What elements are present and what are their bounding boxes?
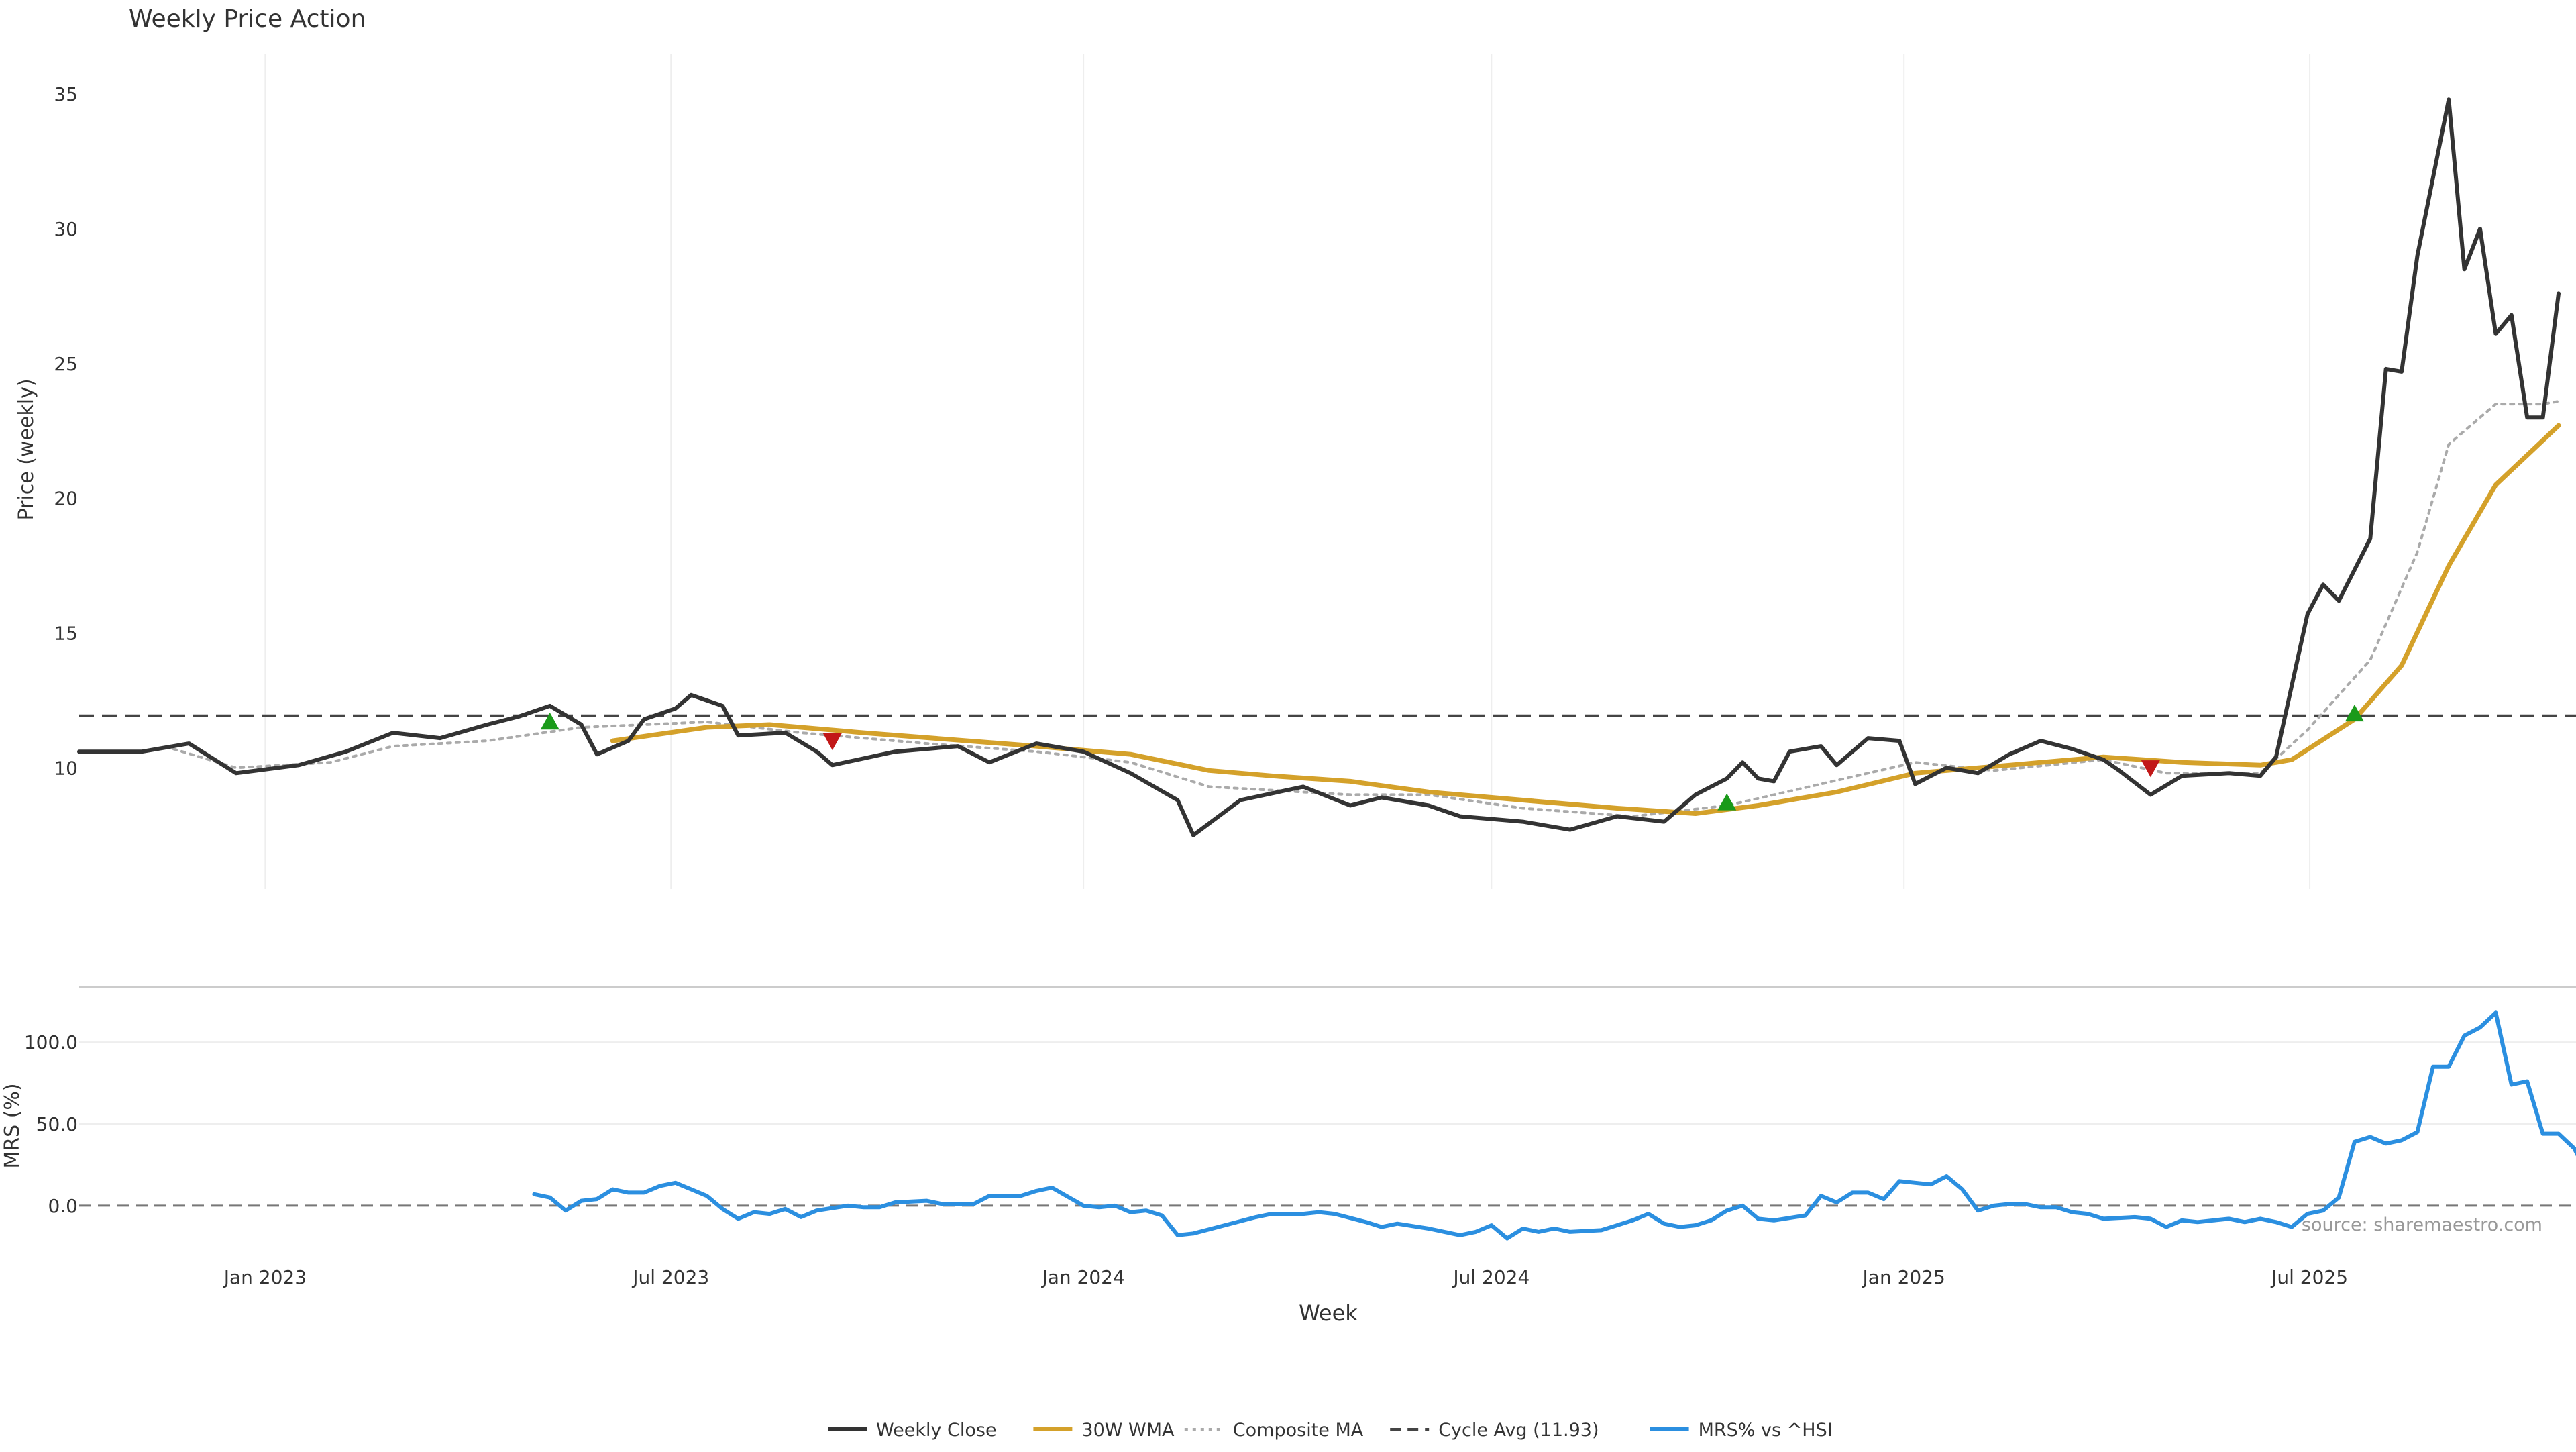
series-weekly-close — [77, 97, 2561, 837]
legend-item-4: MRS% vs ^HSI — [1650, 1420, 1833, 1441]
price-gridlines — [264, 54, 2311, 889]
legend: Weekly Close 30W WMA Composite MA Cycle Avg… — [828, 1420, 1833, 1441]
legend-item-0: Weekly Close — [828, 1420, 997, 1441]
legend-label-0: Weekly Close — [876, 1420, 997, 1441]
mrs-gridlines — [79, 1041, 2576, 1125]
mrs-y-axis-label: MRS (%) — [1, 1083, 24, 1168]
price-y-tick-0: 10 — [54, 757, 78, 779]
x-tick-1: Jul 2023 — [631, 1266, 709, 1288]
price-y-tick-2: 20 — [54, 488, 78, 510]
series-mrs-vs-hsi — [532, 1010, 2576, 1241]
price-panel: 10 15 20 25 30 35 Price (weekly) — [15, 54, 2576, 889]
buy-signal-marker-0 — [540, 713, 559, 730]
legend-label-3: Cycle Avg (11.93) — [1438, 1420, 1599, 1441]
mrs-series — [532, 1010, 2576, 1241]
legend-label-1: 30W WMA — [1081, 1420, 1175, 1441]
price-y-ticks: 10 15 20 25 30 35 — [54, 83, 78, 779]
mrs-y-tick-0: 0.0 — [48, 1195, 78, 1217]
price-series — [77, 97, 2561, 837]
legend-label-4: MRS% vs ^HSI — [1699, 1420, 1833, 1441]
price-y-tick-5: 35 — [54, 83, 78, 105]
series-composite-ma — [172, 400, 2560, 818]
legend-label-2: Composite MA — [1233, 1420, 1364, 1441]
mrs-y-ticks: 0.0 50.0 100.0 — [24, 1031, 78, 1217]
legend-item-1: 30W WMA — [1033, 1420, 1175, 1441]
signal-markers — [540, 704, 2364, 811]
price-y-tick-1: 15 — [54, 622, 78, 644]
x-axis-label: Week — [1299, 1300, 1358, 1326]
legend-item-2: Composite MA — [1184, 1420, 1364, 1441]
sell-signal-marker-1 — [822, 733, 842, 751]
x-tick-0: Jan 2023 — [223, 1266, 307, 1288]
legend-item-3: Cycle Avg (11.93) — [1390, 1420, 1599, 1441]
mrs-panel: 0.0 50.0 100.0 MRS (%) source: sharemaestr… — [1, 1010, 2576, 1241]
x-tick-labels: Jan 2023 Jul 2023 Jan 2024 Jul 2024 Jan 2025… — [223, 1266, 2348, 1288]
price-y-tick-4: 30 — [54, 218, 78, 240]
x-tick-2: Jan 2024 — [1040, 1266, 1124, 1288]
price-y-axis-label: Price (weekly) — [15, 378, 38, 520]
series-30w-wma — [610, 423, 2561, 816]
price-y-tick-3: 25 — [54, 353, 78, 375]
chart-title: Weekly Price Action — [129, 5, 366, 33]
buy-signal-marker-2 — [1717, 793, 1737, 811]
x-tick-4: Jan 2025 — [1862, 1266, 1945, 1288]
sell-signal-marker-3 — [2141, 760, 2160, 778]
source-note: source: sharemaestro.com — [2302, 1214, 2542, 1235]
x-tick-3: Jul 2024 — [1452, 1266, 1529, 1288]
mrs-y-tick-2: 100.0 — [24, 1031, 78, 1053]
buy-signal-marker-4 — [2345, 704, 2364, 722]
x-tick-5: Jul 2025 — [2270, 1266, 2348, 1288]
mrs-y-tick-1: 50.0 — [36, 1113, 78, 1135]
